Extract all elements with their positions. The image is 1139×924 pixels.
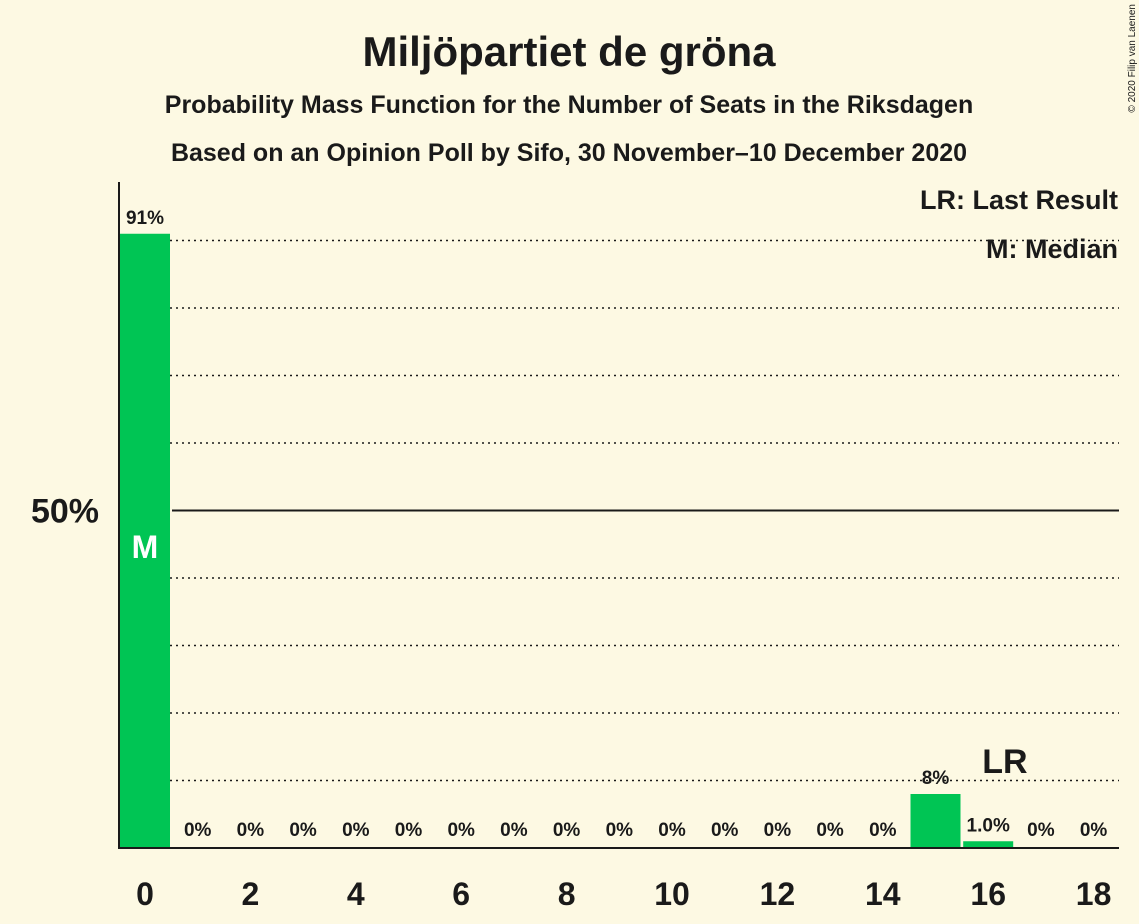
bar-16 <box>963 841 1014 848</box>
bar-label-5: 0% <box>395 820 423 841</box>
bar-label-14: 0% <box>869 820 897 841</box>
bar-15 <box>910 794 961 848</box>
x-tick-label-0: 0 <box>136 876 154 912</box>
bar-label-13: 0% <box>816 820 844 841</box>
x-tick-label-14: 14 <box>865 876 901 912</box>
bar-label-12: 0% <box>764 820 792 841</box>
chart-source-line: Based on an Opinion Poll by Sifo, 30 Nov… <box>171 139 967 167</box>
y-tick-label-50: 50% <box>31 493 99 531</box>
bar-label-2: 0% <box>237 820 265 841</box>
copyright-notice: © 2020 Filip van Laenen <box>1127 4 1138 113</box>
bar-label-8: 0% <box>553 820 581 841</box>
bar-label-10: 0% <box>658 820 686 841</box>
bar-label-17: 0% <box>1027 820 1055 841</box>
bar-label-7: 0% <box>500 820 528 841</box>
x-tick-label-12: 12 <box>760 876 796 912</box>
x-tick-label-8: 8 <box>558 876 576 912</box>
x-axis-ticks: 0 2 4 6 8 10 12 14 16 18 <box>136 876 1111 912</box>
bar-label-18: 0% <box>1080 820 1108 841</box>
x-tick-label-6: 6 <box>452 876 470 912</box>
x-tick-label-4: 4 <box>347 876 365 912</box>
bar-0 <box>120 233 170 848</box>
bar-label-3: 0% <box>289 820 317 841</box>
last-result-marker: LR <box>982 743 1027 781</box>
legend-last-result: LR: Last Result <box>920 185 1118 215</box>
bar-label-16: 1.0% <box>967 815 1010 836</box>
bar-label-1: 0% <box>184 820 212 841</box>
bar-label-9: 0% <box>606 820 634 841</box>
gridlines <box>170 239 1119 782</box>
x-tick-label-10: 10 <box>654 876 690 912</box>
chart-title: Miljöpartiet de gröna <box>362 28 776 75</box>
chart-subtitle: Probability Mass Function for the Number… <box>165 91 973 119</box>
x-tick-label-18: 18 <box>1076 876 1112 912</box>
x-tick-label-2: 2 <box>242 876 260 912</box>
x-tick-label-16: 16 <box>970 876 1006 912</box>
y-axis-ticks: 50% <box>31 493 99 531</box>
median-marker: M <box>132 529 159 565</box>
bar-label-15: 8% <box>922 768 950 789</box>
bar-label-0: 91% <box>126 208 164 229</box>
bar-labels: 91% 0% 0% 0% 0% 0% 0% 0% 0% 0% 0% 0% 0% 0% 0% 8% 1.0% 0% 0… <box>126 208 1107 841</box>
bar-label-6: 0% <box>447 820 475 841</box>
bar-label-11: 0% <box>711 820 739 841</box>
legend-median: M: Median <box>986 234 1118 264</box>
bar-label-4: 0% <box>342 820 370 841</box>
bars <box>120 233 1014 848</box>
markers: M LR <box>132 529 1028 781</box>
